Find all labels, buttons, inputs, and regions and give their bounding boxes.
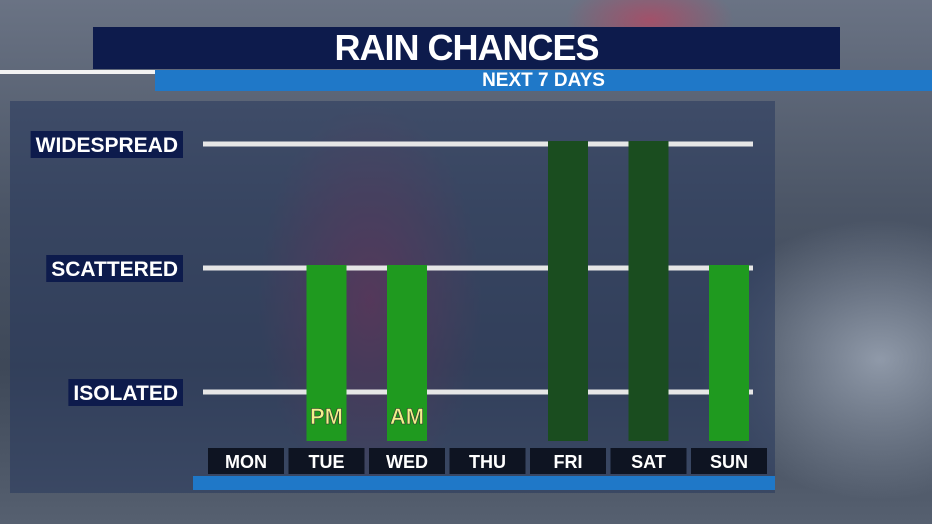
day-labels: MON TUE WED THU FRI SAT SUN	[208, 448, 767, 474]
bar-annotation-tue: PM	[310, 404, 343, 429]
day-label-box	[288, 448, 365, 474]
bar-fri	[548, 141, 588, 441]
y-level-labels: ISOLATED SCATTERED WIDESPREAD	[30, 131, 183, 406]
y-level-label: ISOLATED	[73, 382, 178, 405]
day-label-wed: WED	[386, 452, 428, 472]
y-level-label-box	[68, 379, 183, 406]
bar-annotation-wed: AM	[390, 404, 424, 429]
bars	[306, 141, 749, 441]
day-label-sat: SAT	[631, 452, 666, 472]
title-bar: RAIN CHANCES	[93, 27, 840, 69]
y-level-label: SCATTERED	[51, 258, 178, 281]
day-label-box	[449, 448, 526, 474]
page-title: RAIN CHANCES	[334, 27, 599, 68]
page-subtitle: NEXT 7 DAYS	[482, 69, 605, 91]
bar-sun	[709, 265, 749, 441]
grid-line-scattered	[203, 265, 753, 271]
bar-wed	[387, 265, 427, 441]
grid-line-isolated	[203, 389, 753, 395]
y-level-label-box	[46, 255, 183, 282]
day-label-box	[691, 448, 767, 474]
panel-bottom-accent	[193, 476, 775, 490]
day-label-mon: MON	[225, 452, 267, 472]
bar-sat	[628, 141, 669, 441]
day-label-fri: FRI	[554, 452, 583, 472]
day-label-box	[208, 448, 284, 474]
bar-annotations: PM AM	[310, 404, 425, 430]
subtitle-bar: NEXT 7 DAYS	[155, 70, 932, 91]
grid-lines	[203, 141, 753, 395]
day-label-thu: THU	[469, 452, 506, 472]
day-label-box	[530, 448, 606, 474]
day-label-sun: SUN	[710, 452, 748, 472]
grid-line-widespread	[203, 141, 753, 147]
day-label-box	[369, 448, 445, 474]
y-level-label-box	[30, 131, 183, 158]
header-accent-line	[0, 70, 155, 74]
day-label-box	[610, 448, 687, 474]
bar-tue	[306, 265, 347, 441]
y-level-label: WIDESPREAD	[36, 134, 178, 157]
day-label-tue: TUE	[309, 452, 345, 472]
